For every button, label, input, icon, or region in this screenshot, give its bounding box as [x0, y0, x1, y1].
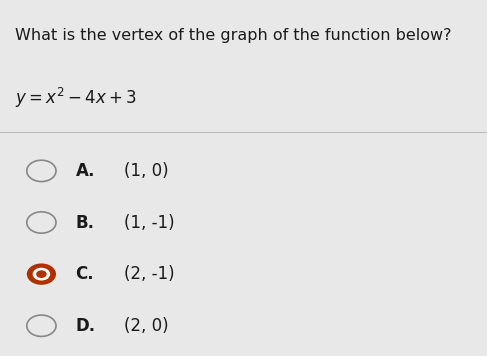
Text: $y = x^2 - 4x + 3$: $y = x^2 - 4x + 3$	[15, 85, 136, 110]
Circle shape	[27, 263, 56, 285]
Circle shape	[36, 270, 47, 278]
Text: B.: B.	[75, 214, 94, 231]
Text: What is the vertex of the graph of the function below?: What is the vertex of the graph of the f…	[15, 28, 451, 43]
Circle shape	[33, 268, 50, 281]
Text: C.: C.	[75, 265, 94, 283]
Text: (1, 0): (1, 0)	[124, 162, 169, 180]
Text: (1, -1): (1, -1)	[124, 214, 175, 231]
Text: D.: D.	[75, 317, 95, 335]
Text: (2, 0): (2, 0)	[124, 317, 169, 335]
Text: A.: A.	[75, 162, 95, 180]
Text: (2, -1): (2, -1)	[124, 265, 175, 283]
